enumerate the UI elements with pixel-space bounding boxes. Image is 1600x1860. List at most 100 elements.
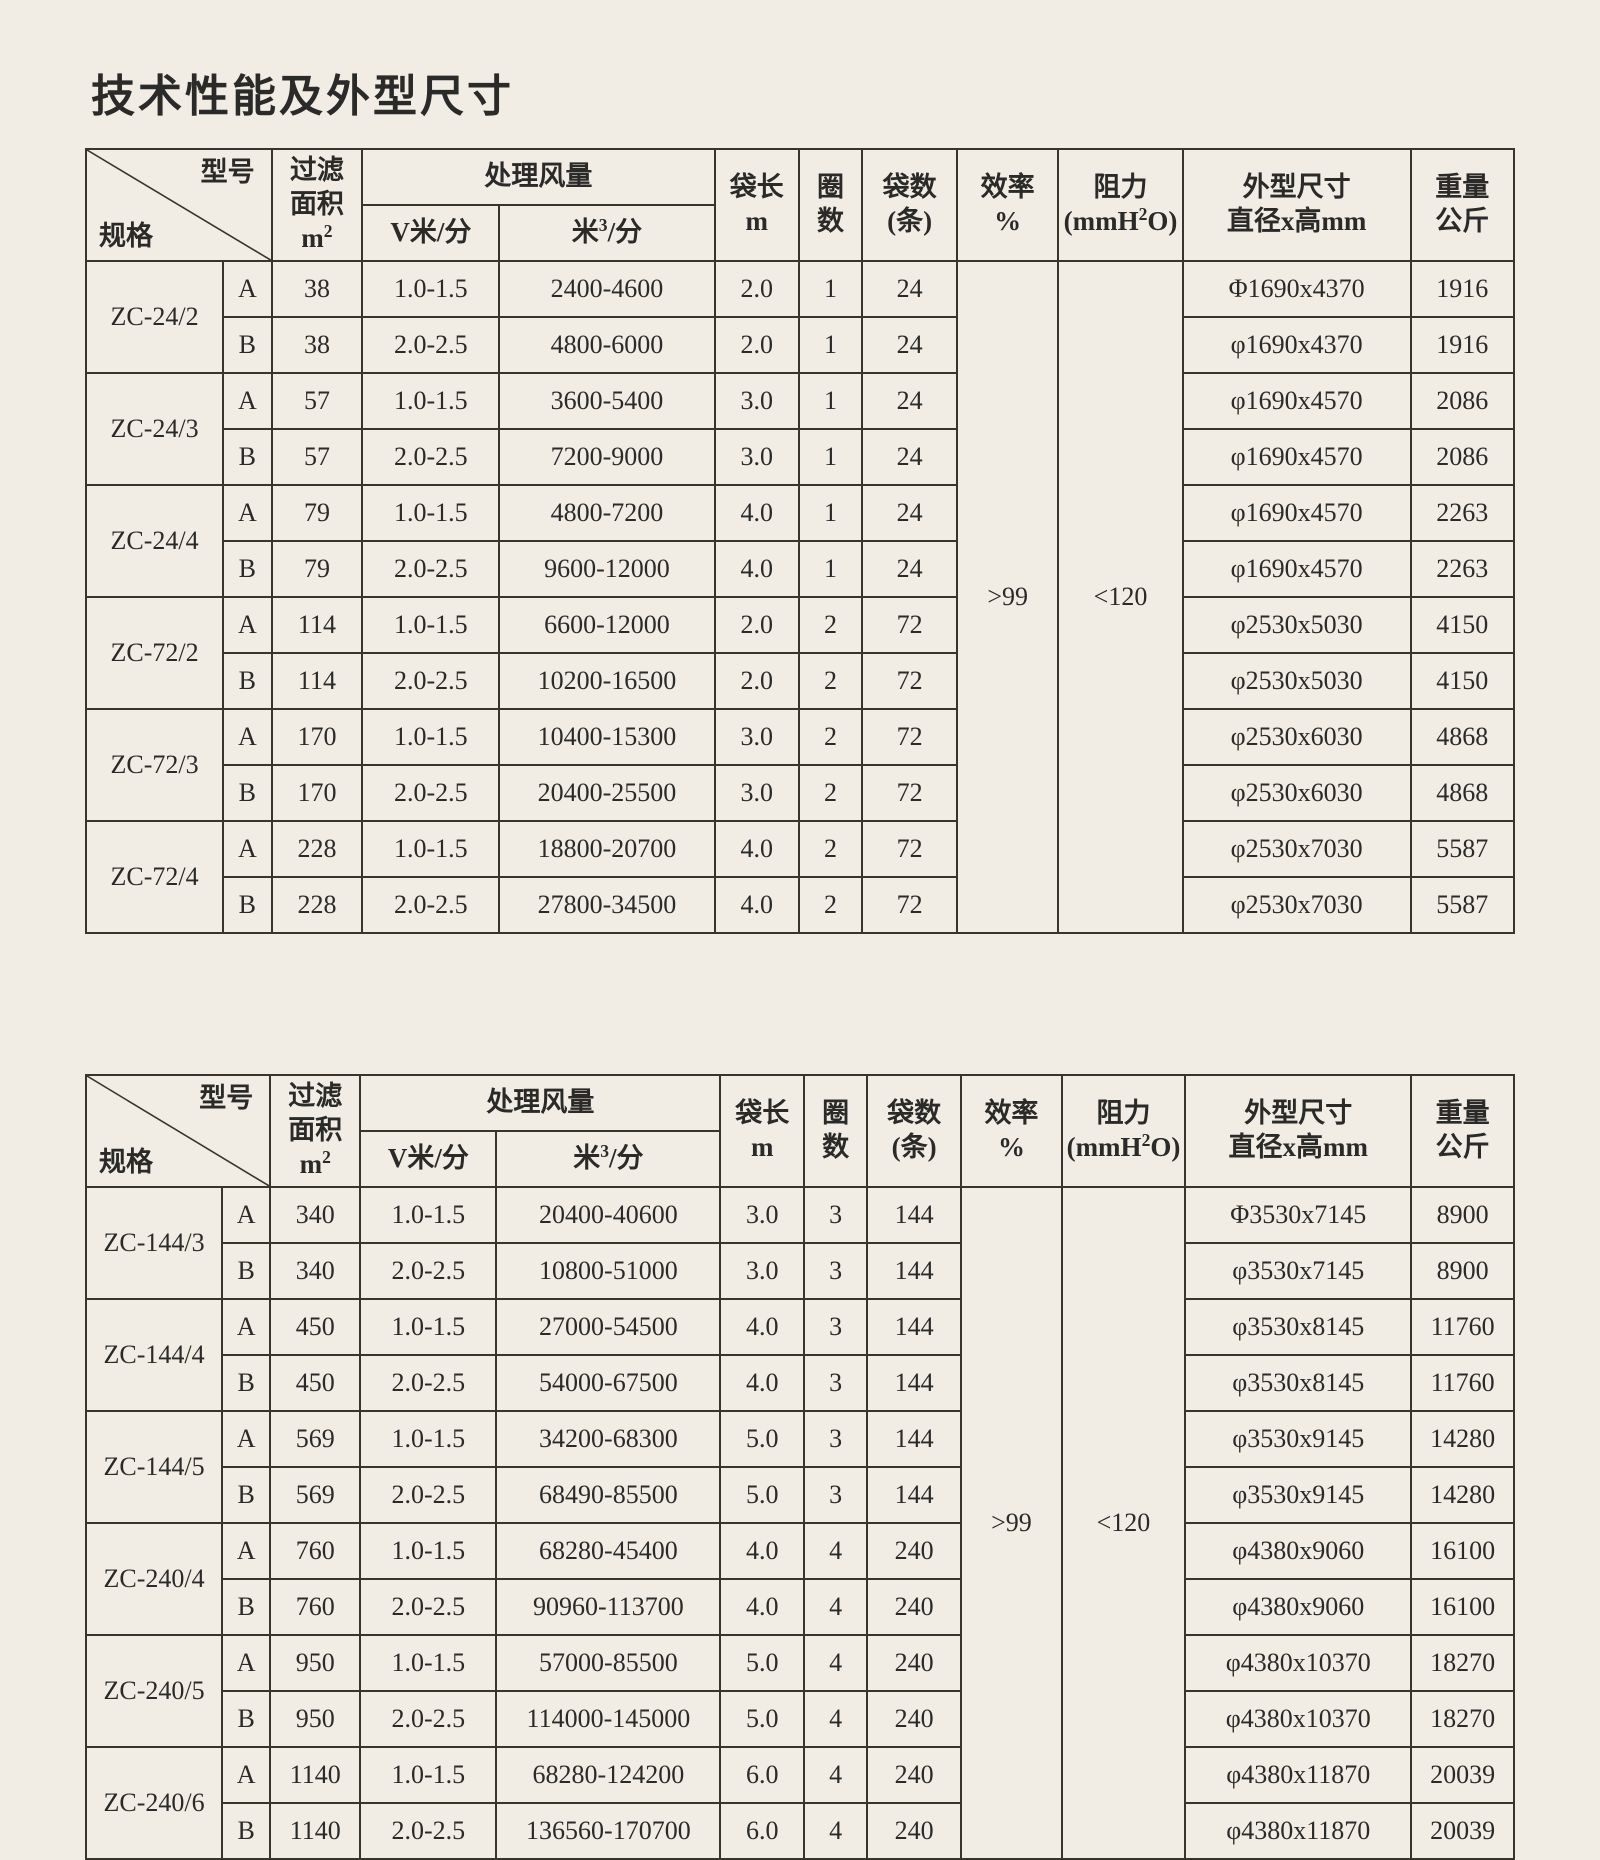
cell-bag-count: 72 (862, 877, 957, 933)
cell-airflow-v: 1.0-1.5 (360, 1411, 496, 1467)
cell-ring-count: 3 (804, 1243, 867, 1299)
cell-ring-count: 1 (799, 261, 862, 317)
cell-dimensions: φ2530x6030 (1183, 709, 1411, 765)
cell-airflow-v: 2.0-2.5 (360, 1243, 496, 1299)
table-row: ZC-72/4A2281.0-1.518800-207004.0272φ2530… (86, 821, 1514, 877)
cell-ring-count: 3 (804, 1467, 867, 1523)
cell-area: 57 (272, 373, 363, 429)
cell-weight: 14280 (1411, 1411, 1514, 1467)
cell-bag-count: 72 (862, 597, 957, 653)
header-dimensions: 外型尺寸直径x高mm (1185, 1075, 1411, 1187)
cell-airflow-m3: 54000-67500 (496, 1355, 720, 1411)
cell-bag-length: 3.0 (715, 765, 799, 821)
cell-spec: ZC-72/2 (86, 597, 223, 709)
cell-weight: 8900 (1411, 1187, 1514, 1243)
cell-area: 38 (272, 261, 363, 317)
cell-bag-length: 6.0 (720, 1747, 804, 1803)
cell-ring-count: 1 (799, 485, 862, 541)
cell-bag-length: 4.0 (715, 821, 799, 877)
cell-bag-count: 144 (867, 1187, 961, 1243)
table-body: ZC-24/2A381.0-1.52400-46002.0124>99<120Φ… (86, 261, 1514, 933)
table-row: ZC-240/4A7601.0-1.568280-454004.04240φ43… (86, 1523, 1514, 1579)
cell-weight: 5587 (1411, 877, 1514, 933)
table-body: ZC-144/3A3401.0-1.520400-406003.03144>99… (86, 1187, 1514, 1859)
cell-airflow-m3: 9600-12000 (499, 541, 714, 597)
cell-efficiency: >99 (957, 261, 1058, 933)
header-airflow-v: V米/分 (360, 1131, 496, 1187)
cell-bag-length: 5.0 (720, 1467, 804, 1523)
cell-airflow-v: 2.0-2.5 (362, 653, 499, 709)
cell-airflow-v: 1.0-1.5 (362, 485, 499, 541)
cell-ring-count: 1 (799, 373, 862, 429)
cell-sub: A (222, 1523, 270, 1579)
cell-weight: 8900 (1411, 1243, 1514, 1299)
cell-airflow-m3: 90960-113700 (496, 1579, 720, 1635)
cell-dimensions: φ3530x8145 (1185, 1355, 1411, 1411)
table-row: ZC-24/3A571.0-1.53600-54003.0124φ1690x45… (86, 373, 1514, 429)
cell-weight: 14280 (1411, 1467, 1514, 1523)
cell-weight: 18270 (1411, 1635, 1514, 1691)
cell-area: 114 (272, 597, 363, 653)
header-ring-count: 圈数 (804, 1075, 867, 1187)
cell-airflow-v: 2.0-2.5 (362, 877, 499, 933)
cell-bag-length: 4.0 (720, 1355, 804, 1411)
cell-airflow-m3: 136560-170700 (496, 1803, 720, 1859)
cell-bag-length: 3.0 (720, 1187, 804, 1243)
cell-weight: 4150 (1411, 653, 1514, 709)
cell-dimensions: φ1690x4370 (1183, 317, 1411, 373)
cell-spec: ZC-144/5 (86, 1411, 222, 1523)
cell-area: 79 (272, 485, 363, 541)
table-row: ZC-72/3A1701.0-1.510400-153003.0272φ2530… (86, 709, 1514, 765)
cell-spec: ZC-144/3 (86, 1187, 222, 1299)
cell-airflow-m3: 3600-5400 (499, 373, 714, 429)
header-weight: 重量公斤 (1411, 1075, 1514, 1187)
spec-table: 型号规格过滤面积m2处理风量袋长m圈数袋数(条)效率%阻力(mmH2O)外型尺寸… (85, 1074, 1515, 1860)
cell-ring-count: 4 (804, 1691, 867, 1747)
cell-spec: ZC-24/3 (86, 373, 223, 485)
cell-sub: A (222, 1635, 270, 1691)
cell-spec: ZC-24/4 (86, 485, 223, 597)
cell-airflow-v: 2.0-2.5 (360, 1355, 496, 1411)
cell-sub: A (222, 1747, 270, 1803)
cell-dimensions: φ1690x4570 (1183, 541, 1411, 597)
table-row: B4502.0-2.554000-675004.03144φ3530x81451… (86, 1355, 1514, 1411)
table-row: B572.0-2.57200-90003.0124φ1690x45702086 (86, 429, 1514, 485)
cell-bag-count: 72 (862, 765, 957, 821)
header-filter-area: 过滤面积m2 (270, 1075, 360, 1187)
cell-ring-count: 3 (804, 1299, 867, 1355)
cell-airflow-v: 1.0-1.5 (360, 1523, 496, 1579)
cell-ring-count: 4 (804, 1579, 867, 1635)
cell-airflow-v: 2.0-2.5 (362, 317, 499, 373)
cell-sub: B (223, 765, 272, 821)
cell-bag-count: 24 (862, 373, 957, 429)
cell-airflow-v: 2.0-2.5 (362, 429, 499, 485)
cell-bag-length: 4.0 (715, 485, 799, 541)
cell-airflow-m3: 2400-4600 (499, 261, 714, 317)
cell-dimensions: φ1690x4570 (1183, 485, 1411, 541)
cell-dimensions: φ4380x11870 (1185, 1747, 1411, 1803)
cell-bag-length: 5.0 (720, 1635, 804, 1691)
header-airflow-m3: 米3/分 (499, 205, 714, 261)
table-row: ZC-240/5A9501.0-1.557000-855005.04240φ43… (86, 1635, 1514, 1691)
cell-bag-count: 240 (867, 1803, 961, 1859)
cell-ring-count: 2 (799, 821, 862, 877)
cell-airflow-m3: 10200-16500 (499, 653, 714, 709)
cell-weight: 16100 (1411, 1579, 1514, 1635)
header-row-1: 型号规格过滤面积m2处理风量袋长m圈数袋数(条)效率%阻力(mmH2O)外型尺寸… (86, 149, 1514, 205)
page: 技术性能及外型尺寸 型号规格过滤面积m2处理风量袋长m圈数袋数(条)效率%阻力(… (0, 0, 1600, 1760)
header-airflow: 处理风量 (360, 1075, 720, 1131)
table-row: ZC-240/6A11401.0-1.568280-1242006.04240φ… (86, 1747, 1514, 1803)
cell-bag-length: 3.0 (715, 709, 799, 765)
cell-area: 340 (270, 1187, 360, 1243)
cell-bag-length: 3.0 (715, 373, 799, 429)
header-airflow-m3: 米3/分 (496, 1131, 720, 1187)
cell-airflow-v: 2.0-2.5 (360, 1579, 496, 1635)
cell-bag-count: 72 (862, 653, 957, 709)
cell-airflow-v: 1.0-1.5 (362, 821, 499, 877)
cell-airflow-m3: 18800-20700 (499, 821, 714, 877)
spec-table: 型号规格过滤面积m2处理风量袋长m圈数袋数(条)效率%阻力(mmH2O)外型尺寸… (85, 148, 1515, 934)
cell-ring-count: 3 (804, 1187, 867, 1243)
cell-area: 170 (272, 709, 363, 765)
cell-airflow-v: 2.0-2.5 (360, 1467, 496, 1523)
cell-airflow-m3: 57000-85500 (496, 1635, 720, 1691)
